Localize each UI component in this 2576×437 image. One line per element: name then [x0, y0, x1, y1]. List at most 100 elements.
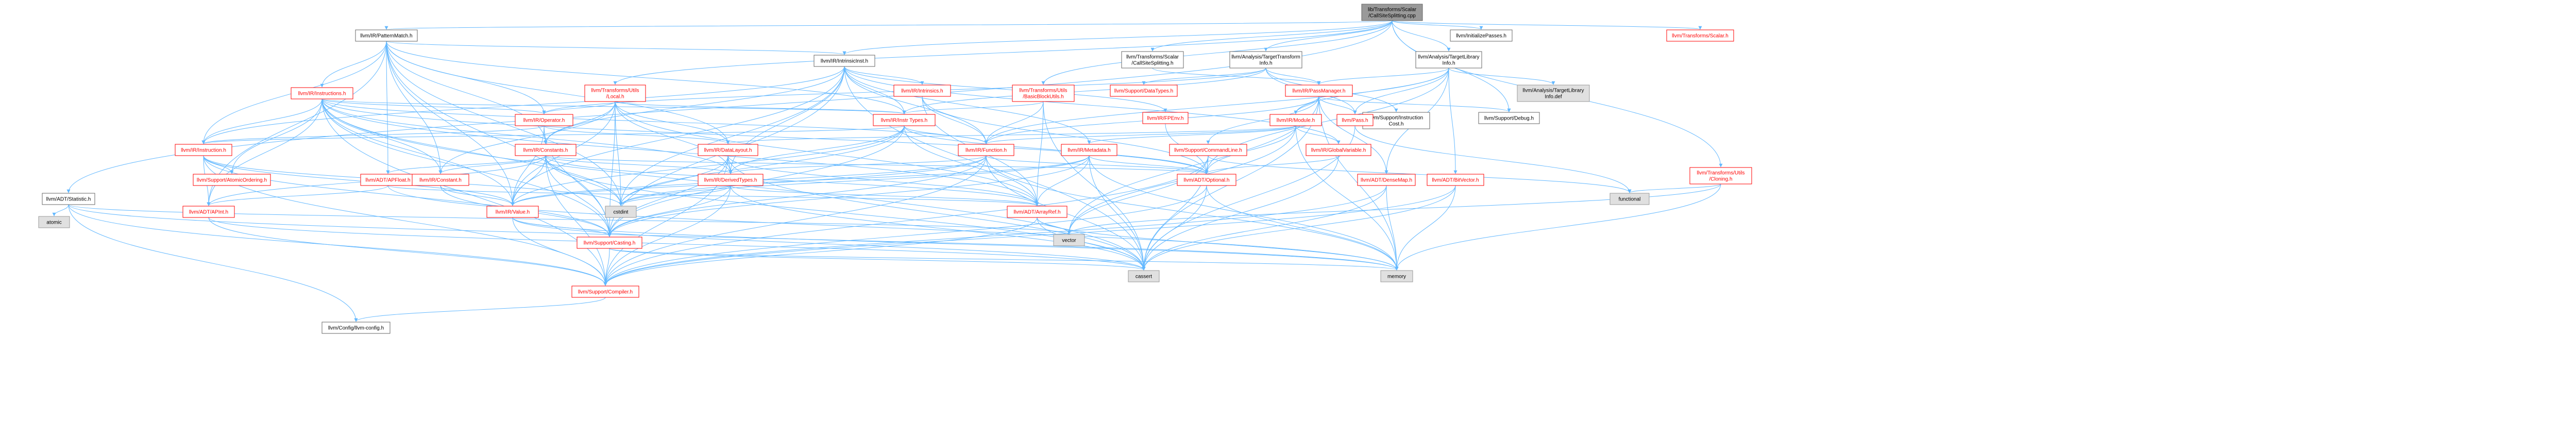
node-metadata[interactable]: llvm/IR/Metadata.h [1061, 144, 1117, 156]
edge-cmdline-to-cassert [1142, 155, 1209, 271]
node-globalvar[interactable]: llvm/IR/GlobalVariable.h [1306, 144, 1371, 156]
node-box [1609, 193, 1650, 205]
node-bbutils[interactable]: llvm/Transforms/Utils/BasicBlockUtils.h [1012, 85, 1075, 102]
node-label: llvm/IR/Module.h [1277, 118, 1315, 124]
node-cmdline[interactable]: llvm/Support/CommandLine.h [1169, 144, 1247, 156]
edge-instruction-to-value [203, 155, 515, 206]
edge-cloning-to-functional [1628, 183, 1721, 193]
node-debug[interactable]: llvm/Support/Debug.h [1478, 112, 1540, 124]
edge-utilslocal-to-instrtypes [615, 101, 906, 114]
node-scalar[interactable]: llvm/Transforms/Scalar.h [1666, 29, 1734, 42]
node-box [873, 114, 936, 126]
node-label: llvm/ADT/APFloat.h [365, 178, 410, 183]
edge-datalayout-to-cstdint [619, 155, 728, 206]
node-csplit[interactable]: llvm/Transforms/Scalar/CallSiteSplitting… [1121, 51, 1184, 69]
edge-root-to-bbutils [1041, 20, 1393, 85]
edge-operator-to-value [511, 125, 545, 206]
edge-operator-to-instruction [201, 125, 545, 144]
node-label: functional [1619, 197, 1641, 203]
edge-instructions-to-arrayref [321, 98, 1039, 206]
node-label: llvm/ADT/DenseMap.h [1361, 178, 1412, 183]
node-statistic[interactable]: llvm/ADT/Statistic.h [42, 193, 95, 205]
node-optional[interactable]: llvm/ADT/Optional.h [1177, 174, 1236, 186]
node-operator[interactable]: llvm/IR/Operator.h [515, 114, 573, 126]
node-densemap[interactable]: llvm/ADT/DenseMap.h [1357, 174, 1416, 186]
edge-root-to-tti [1264, 20, 1393, 52]
node-patternmatch[interactable]: llvm/IR/PatternMatch.h [355, 29, 418, 42]
node-box [1478, 112, 1540, 124]
node-pass[interactable]: llvm/Pass.h [1336, 114, 1374, 126]
node-derivedtypes[interactable]: llvm/IR/DerivedTypes.h [698, 174, 764, 186]
edge-csplit-to-passmanager [1152, 68, 1321, 85]
node-box [175, 144, 232, 156]
edge-statistic-to-config [68, 204, 358, 322]
edge-intrinsicinst-to-globalvar [844, 66, 1341, 144]
edge-constants-to-cstdint [545, 155, 623, 206]
node-intrtypes[interactable]: llvm/IR/Instr Types.h [873, 114, 936, 126]
edge-intrinsicinst-to-intrtypes [844, 66, 906, 114]
node-intrinsicinst[interactable]: llvm/IR/IntrinsicInst.h [814, 55, 875, 67]
node-initpasses[interactable]: llvm/InitializePasses.h [1450, 29, 1513, 42]
edge-tli-to-tlidef [1448, 68, 1555, 85]
node-label: llvm/IR/Instructions.h [298, 91, 346, 97]
node-instruction[interactable]: llvm/IR/Instruction.h [175, 144, 232, 156]
node-value[interactable]: llvm/IR/Value.h [486, 206, 539, 218]
edge-function-to-casting [607, 155, 987, 237]
node-atomicord[interactable]: llvm/Support/AtomicOrdering.h [193, 174, 271, 186]
node-label: llvm/Transforms/Scalar.h [1672, 33, 1728, 39]
node-compiler[interactable]: llvm/Support/Compiler.h [571, 285, 639, 298]
node-config[interactable]: llvm/Config/llvm-config.h [321, 322, 391, 334]
node-cloning[interactable]: llvm/Transforms/Utils/Cloning.h [1689, 167, 1752, 184]
node-passmanager[interactable]: llvm/IR/PassManager.h [1285, 85, 1353, 97]
node-label: llvm/Support/Casting.h [584, 241, 636, 246]
edge-root-to-intrinsicinst [842, 20, 1393, 55]
edge-patternmatch-to-datalayout [386, 41, 730, 144]
edge-patternmatch-to-instructions [320, 41, 387, 88]
edge-datalayout-to-arrayref [727, 155, 1039, 206]
node-label: atomic [46, 220, 61, 226]
edge-intrinsicinst-to-metadata [844, 66, 1091, 144]
node-arrayref[interactable]: llvm/ADT/ArrayRef.h [1007, 206, 1067, 218]
node-label: /BasicBlockUtils.h [1023, 94, 1063, 100]
edge-cloning-to-memory [1395, 183, 1721, 271]
node-box [958, 144, 1014, 156]
edge-instructions-to-compiler [321, 98, 607, 286]
node-box [486, 206, 539, 218]
node-label: llvm/IR/PassManager.h [1293, 89, 1346, 94]
edge-intrinsicinst-to-constants [544, 66, 845, 144]
node-constant[interactable]: llvm/IR/Constant.h [412, 174, 469, 186]
node-memory: memory [1380, 270, 1413, 282]
node-box [1007, 206, 1067, 218]
node-instructions[interactable]: llvm/IR/Instructions.h [291, 87, 353, 99]
edge-metadata-to-casting [607, 155, 1090, 237]
node-intrinsics[interactable]: llvm/IR/Intrinsics.h [893, 85, 951, 97]
edge-intrtypes-to-derivedtypes [728, 125, 905, 174]
edge-instructions-to-derivedtypes [321, 98, 733, 174]
node-datatypes[interactable]: llvm/Support/DataTypes.h [1110, 85, 1178, 97]
node-box [1269, 114, 1322, 126]
node-apfloat[interactable]: llvm/ADT/APFloat.h [360, 174, 416, 186]
node-cassert: cassert [1128, 270, 1160, 282]
node-box [814, 55, 875, 67]
node-constants[interactable]: llvm/IR/Constants.h [515, 144, 577, 156]
node-casting[interactable]: llvm/Support/Casting.h [577, 237, 642, 249]
node-fpenv[interactable]: llvm/IR/FPEnv.h [1142, 112, 1189, 124]
edge-optional-to-memory [1206, 185, 1399, 271]
node-module[interactable]: llvm/IR/Module.h [1269, 114, 1322, 126]
node-apint[interactable]: llvm/ADT/APInt.h [182, 206, 235, 218]
node-function[interactable]: llvm/IR/Function.h [958, 144, 1014, 156]
edge-utilslocal-to-derivedtypes [615, 101, 733, 174]
edge-intrinsicinst-to-fpenv [844, 66, 1167, 112]
node-datalayout[interactable]: llvm/IR/DataLayout.h [698, 144, 758, 156]
edge-tti-to-passmanager [1265, 68, 1321, 85]
node-bitvector[interactable]: llvm/ADT/BitVector.h [1427, 174, 1484, 186]
edge-instructions-to-cstdint [321, 98, 623, 206]
node-utilslocal[interactable]: llvm/Transforms/Utils/Local.h [584, 85, 646, 102]
node-box [1053, 234, 1085, 246]
node-box [1012, 85, 1075, 102]
edge-bbutils-to-instrtypes [902, 101, 1044, 114]
